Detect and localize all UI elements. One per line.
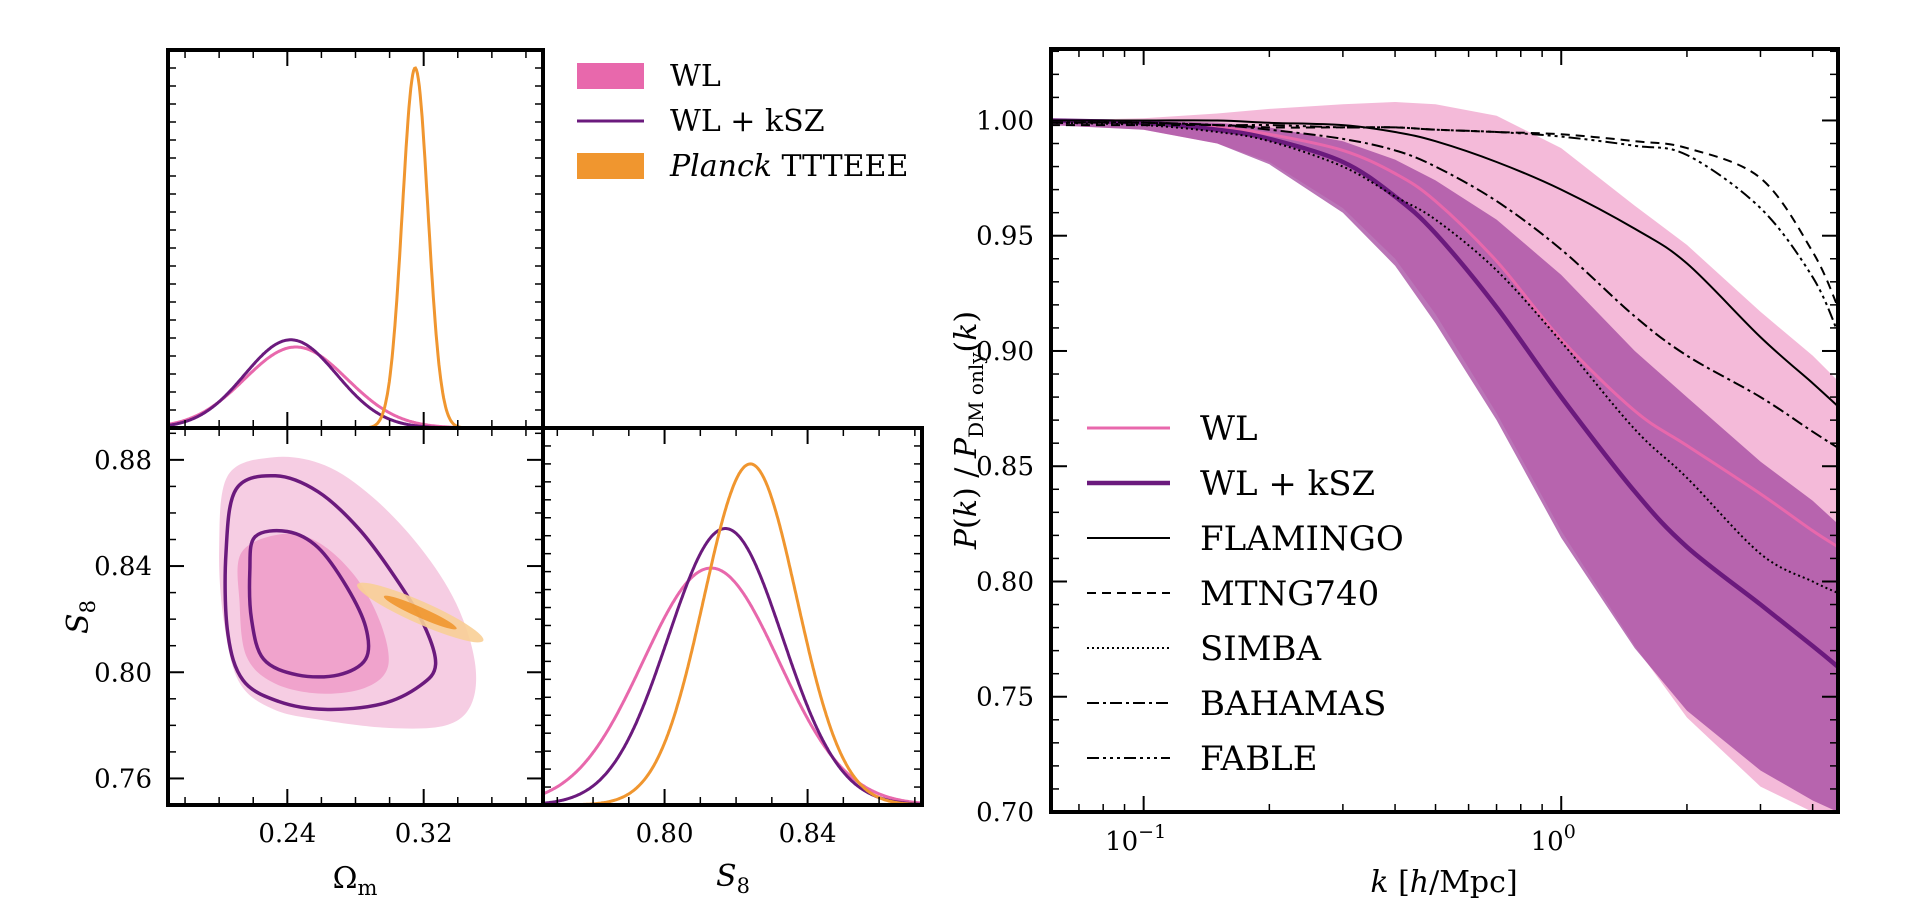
series-line-fable bbox=[1051, 121, 1838, 333]
omega-m-marginal-frame bbox=[166, 48, 545, 430]
omega-m-marginal-series-line bbox=[168, 338, 543, 428]
legend-patch bbox=[577, 63, 644, 89]
s8-axis-label-y: S8 bbox=[61, 600, 100, 634]
right-legend-label: FLAMINGO bbox=[1200, 519, 1404, 559]
s8-marginal-panel: 0.80 0.84 S8 bbox=[541, 426, 924, 898]
ratio-tick-label: 0.85 bbox=[976, 452, 1034, 482]
legend-label: WL bbox=[670, 59, 721, 94]
contour-y-tick-label: 0.88 bbox=[94, 446, 152, 476]
s8-x-tick-label: 0.84 bbox=[779, 819, 837, 849]
right-legend-label: SIMBA bbox=[1200, 629, 1322, 669]
s8-axis-label-x: S8 bbox=[716, 859, 750, 898]
s8-marginal-series-line bbox=[543, 462, 922, 805]
right-legend-label: WL + kSZ bbox=[1200, 464, 1375, 504]
wl-contour bbox=[237, 533, 389, 694]
k-tick-base: 10 bbox=[1531, 827, 1564, 857]
ratio-tick-label: 0.95 bbox=[976, 222, 1034, 252]
omega-m-marginal-series-line bbox=[168, 66, 543, 428]
s8-marginal-series-line bbox=[543, 566, 922, 805]
legend-label: Planck TTTEEE bbox=[669, 149, 908, 184]
series-line-flamingo bbox=[1051, 119, 1838, 408]
k-tick-exponent: 0 bbox=[1564, 821, 1576, 843]
right-legend-label: WL bbox=[1200, 409, 1258, 449]
ratio-tick-label: 0.90 bbox=[976, 337, 1034, 367]
ratio-tick-label: 0.80 bbox=[976, 567, 1034, 597]
s8-marginal-frame bbox=[541, 426, 924, 807]
omega-m-s8-contour-panel: 0.24 0.32 0.76 0.80 0.84 0.88 Ωm S8 bbox=[61, 426, 545, 900]
ratio-tick-label: 0.70 bbox=[976, 798, 1034, 828]
s8-marginal-series-line bbox=[543, 527, 922, 805]
right-legend: WL WL + kSZ FLAMINGO MTNG740 SIMBA BAHAMAS FAB… bbox=[1087, 409, 1404, 779]
k-tick-base: 10 bbox=[1105, 827, 1138, 857]
series-line-wl-ksz bbox=[1051, 118, 1838, 669]
contour-y-tick-label: 0.84 bbox=[94, 552, 152, 582]
k-tick-label: 100 bbox=[1531, 821, 1576, 857]
left-legend: WL WL + kSZ Planck TTTEEE bbox=[577, 59, 908, 184]
omega-m-marginal-panel bbox=[166, 48, 545, 430]
contour-y-tick-label: 0.80 bbox=[94, 658, 152, 688]
uncertainty-band bbox=[1051, 120, 1838, 812]
right-legend-label: FABLE bbox=[1200, 739, 1318, 779]
ratio-tick-label: 1.00 bbox=[976, 106, 1034, 136]
planck-contour bbox=[383, 595, 457, 630]
k-tick-exponent: −1 bbox=[1138, 821, 1166, 843]
right-legend-label: BAHAMAS bbox=[1200, 684, 1386, 724]
power-suppression-frame bbox=[1049, 47, 1840, 814]
legend-patch bbox=[577, 153, 644, 179]
k-tick-label: 10−1 bbox=[1105, 821, 1166, 857]
s8-x-tick-label: 0.80 bbox=[636, 819, 694, 849]
omega-m-axis-label: Ωm bbox=[333, 861, 378, 900]
k-axis-label: k [h/Mpc] bbox=[1370, 865, 1517, 900]
legend-label: WL + kSZ bbox=[670, 104, 825, 139]
contour-x-tick-label: 0.32 bbox=[395, 819, 453, 849]
wl-ksz-contour bbox=[223, 473, 438, 712]
wl-ksz-contour bbox=[247, 528, 371, 679]
series-line-simba bbox=[1051, 121, 1838, 594]
series-line-wl bbox=[1051, 119, 1838, 549]
legend-label-rest: TTTEEE bbox=[772, 149, 908, 184]
power-ratio-axis-label: P(k) / PDM only(k) bbox=[949, 311, 988, 550]
right-legend-label: MTNG740 bbox=[1200, 574, 1379, 614]
contour-y-tick-label: 0.76 bbox=[94, 764, 152, 794]
legend-label-italic: Planck bbox=[669, 149, 772, 184]
ratio-tick-label: 0.75 bbox=[976, 683, 1034, 713]
omega-m-marginal-series-line bbox=[168, 345, 543, 428]
contour-x-tick-label: 0.24 bbox=[258, 819, 316, 849]
